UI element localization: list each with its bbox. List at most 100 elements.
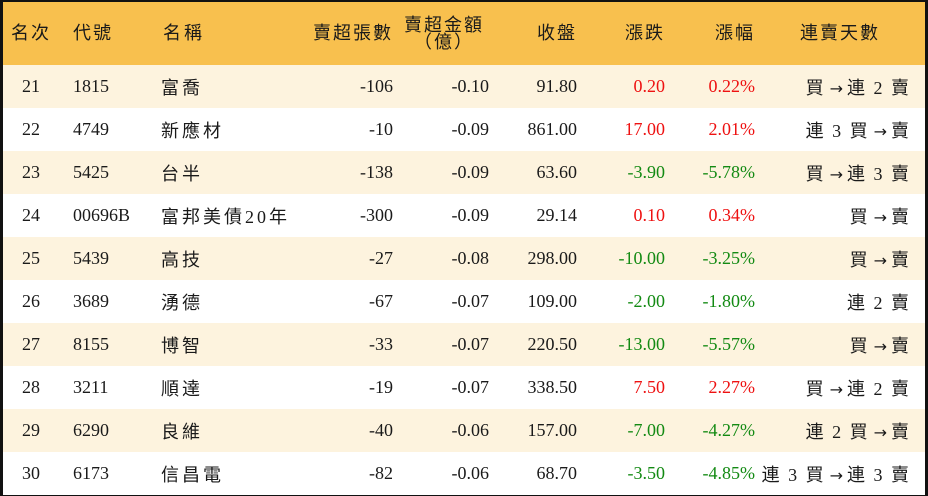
- table-row: 27 8155 博智 -33 -0.07 220.50 -13.00 -5.57…: [3, 323, 925, 366]
- cell-name: 湧德: [161, 292, 203, 313]
- cell-net-sell-shares: -82: [369, 463, 393, 483]
- cell-name: 新應材: [161, 120, 224, 141]
- cell-rank: 28: [22, 377, 40, 397]
- cell-name: 博智: [161, 335, 203, 356]
- streak-after: 賣: [891, 249, 911, 270]
- cell-rank: 22: [22, 119, 40, 139]
- net-sell-ranking-table: 名次 代號 名稱 賣超張數 賣超金額 （億） 收盤 漲跌 漲幅 連賣天數 21 …: [3, 2, 925, 495]
- cell-net-sell-amount: -0.07: [451, 291, 490, 311]
- cell-net-sell-shares: -138: [360, 162, 393, 182]
- cell-change: 0.10: [633, 205, 666, 225]
- cell-name: 富邦美債20年: [161, 206, 290, 227]
- cell-net-sell-amount: -0.09: [451, 162, 490, 182]
- cell-close: 220.50: [527, 334, 578, 354]
- cell-net-sell-shares: -40: [369, 420, 393, 440]
- header-row: 名次 代號 名稱 賣超張數 賣超金額 （億） 收盤 漲跌 漲幅 連賣天數: [3, 2, 925, 65]
- streak-before: 買: [849, 249, 870, 270]
- cell-change-pct: 2.01%: [708, 119, 756, 139]
- header-net-sell-amount-line1: 賣超金額: [404, 14, 484, 35]
- cell-change-pct: -4.27%: [702, 420, 756, 440]
- table-row: 23 5425 台半 -138 -0.09 63.60 -3.90 -5.78%…: [3, 151, 925, 194]
- header-net-sell-amount: 賣超金額 （億）: [399, 2, 493, 65]
- arrow-right-icon: →: [873, 336, 887, 356]
- streak-after: 連 3 賣: [847, 464, 911, 485]
- cell-change-pct: -5.57%: [702, 334, 756, 354]
- cell-net-sell-amount: -0.06: [451, 463, 490, 483]
- cell-change-pct: -4.85%: [702, 463, 756, 483]
- cell-close: 109.00: [527, 291, 578, 311]
- cell-streak: 買 → 賣: [755, 194, 925, 237]
- cell-change-pct: -3.25%: [702, 248, 756, 268]
- cell-close: 68.70: [536, 463, 578, 483]
- header-code: 代號: [73, 23, 113, 43]
- cell-streak: 買 → 賣: [755, 323, 925, 366]
- cell-change: -3.90: [627, 162, 666, 182]
- cell-close: 157.00: [527, 420, 578, 440]
- streak-after: 連 2 賣: [847, 77, 911, 98]
- cell-streak: 連 3 買 → 連 3 賣: [755, 452, 925, 495]
- cell-net-sell-shares: -33: [369, 334, 393, 354]
- header-close: 收盤: [537, 23, 577, 43]
- table-row: 26 3689 湧德 -67 -0.07 109.00 -2.00 -1.80%…: [3, 280, 925, 323]
- table-row: 29 6290 良維 -40 -0.06 157.00 -7.00 -4.27%…: [3, 409, 925, 452]
- cell-streak: 連 2 買 → 賣: [755, 409, 925, 452]
- streak-after: 連 3 賣: [847, 163, 911, 184]
- cell-rank: 25: [22, 248, 40, 268]
- arrow-right-icon: →: [873, 207, 887, 227]
- table-row: 24 00696B 富邦美債20年 -300 -0.09 29.14 0.10 …: [3, 194, 925, 237]
- cell-close: 338.50: [527, 377, 578, 397]
- cell-change: -2.00: [627, 291, 666, 311]
- cell-close: 29.14: [536, 205, 578, 225]
- cell-net-sell-shares: -10: [369, 119, 393, 139]
- streak-after: 賣: [891, 206, 911, 227]
- table-row: 21 1815 富喬 -106 -0.10 91.80 0.20 0.22% 買…: [3, 65, 925, 108]
- cell-net-sell-shares: -300: [360, 205, 393, 225]
- table-row: 28 3211 順達 -19 -0.07 338.50 7.50 2.27% 買…: [3, 366, 925, 409]
- header-rank: 名次: [11, 23, 51, 43]
- cell-change: -3.50: [627, 463, 666, 483]
- cell-net-sell-amount: -0.08: [451, 248, 490, 268]
- streak-before: 買: [849, 335, 870, 356]
- cell-code: 00696B: [73, 205, 131, 225]
- streak-before: 買: [805, 378, 826, 399]
- cell-rank: 29: [22, 420, 40, 440]
- cell-code: 1815: [73, 76, 109, 96]
- cell-streak: 買 → 連 3 賣: [755, 151, 925, 194]
- table-header: 名次 代號 名稱 賣超張數 賣超金額 （億） 收盤 漲跌 漲幅 連賣天數: [3, 2, 925, 65]
- streak-before: 連 2 買: [805, 421, 870, 442]
- cell-rank: 27: [22, 334, 40, 354]
- header-change: 漲跌: [625, 23, 665, 43]
- cell-close: 91.80: [536, 76, 578, 96]
- cell-change: -7.00: [627, 420, 666, 440]
- arrow-right-icon: →: [829, 78, 843, 98]
- cell-code: 5425: [73, 162, 109, 182]
- streak-before: 買: [805, 163, 826, 184]
- cell-net-sell-amount: -0.09: [451, 119, 490, 139]
- cell-change: -10.00: [618, 248, 666, 268]
- cell-streak: 連 2 賣: [847, 292, 911, 313]
- streak-before: 連 3 買: [761, 464, 826, 485]
- cell-change-pct: -5.78%: [702, 162, 756, 182]
- cell-close: 298.00: [527, 248, 578, 268]
- cell-code: 6173: [73, 463, 109, 483]
- streak-after: 賣: [891, 120, 911, 141]
- cell-change: 7.50: [633, 377, 666, 397]
- cell-streak: 買 → 連 2 賣: [755, 65, 925, 108]
- cell-code: 3211: [73, 377, 109, 397]
- arrow-right-icon: →: [829, 379, 843, 399]
- cell-net-sell-shares: -67: [369, 291, 393, 311]
- table-row: 30 6173 信昌電 -82 -0.06 68.70 -3.50 -4.85%…: [3, 452, 925, 495]
- cell-net-sell-amount: -0.09: [451, 205, 490, 225]
- arrow-right-icon: →: [829, 465, 843, 485]
- cell-net-sell-amount: -0.07: [451, 377, 490, 397]
- streak-before: 買: [805, 77, 826, 98]
- table-body: 21 1815 富喬 -106 -0.10 91.80 0.20 0.22% 買…: [3, 65, 925, 495]
- arrow-right-icon: →: [873, 250, 887, 270]
- table-row: 22 4749 新應材 -10 -0.09 861.00 17.00 2.01%…: [3, 108, 925, 151]
- header-name: 名稱: [163, 23, 205, 43]
- cell-change-pct: 2.27%: [708, 377, 756, 397]
- arrow-right-icon: →: [873, 422, 887, 442]
- cell-close: 63.60: [536, 162, 578, 182]
- cell-rank: 21: [22, 76, 40, 96]
- cell-change: 0.20: [633, 76, 666, 96]
